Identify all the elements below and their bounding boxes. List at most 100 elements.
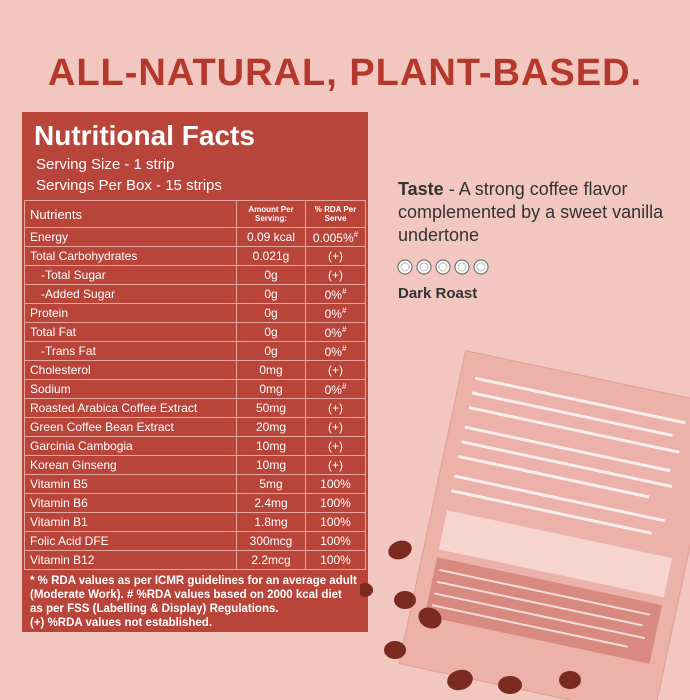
- table-row: Cholesterol 0mg (+): [24, 360, 366, 380]
- rda-mark: #: [341, 324, 347, 334]
- rda-cell: 0%#: [305, 341, 366, 361]
- table-row: Energy 0.09 kcal 0.005%#: [24, 227, 366, 247]
- amount: 0g: [236, 284, 306, 304]
- rda-cell: 0%#: [305, 303, 366, 323]
- nutrient-name: -Total Sugar: [24, 265, 237, 285]
- nutrient-name: Sodium: [24, 379, 237, 399]
- rda-cell: 0%#: [305, 322, 366, 342]
- table-row: Garcinia Cambogia 10mg (+): [24, 436, 366, 456]
- rda-cell: (+): [305, 455, 366, 475]
- table-row: Vitamin B1 1.8mg 100%: [24, 512, 366, 532]
- rda: (+): [328, 268, 343, 282]
- rda-cell: 100%: [305, 531, 366, 551]
- rda: 0%: [324, 382, 342, 397]
- nutrient-name: -Trans Fat: [24, 341, 237, 361]
- table-row: Total Carbohydrates 0.021g (+): [24, 246, 366, 266]
- nutrient-name: Roasted Arabica Coffee Extract: [24, 398, 237, 418]
- nutrient-name: Protein: [24, 303, 237, 323]
- rda-cell: (+): [305, 436, 366, 456]
- nutrition-panel: Nutritional Facts Serving Size - 1 strip…: [22, 112, 368, 632]
- nutrient-name: Vitamin B5: [24, 474, 237, 494]
- rda-mark: #: [341, 286, 347, 296]
- amount: 0.09 kcal: [236, 227, 306, 247]
- rda-mark: #: [341, 343, 347, 353]
- product-illustration: [360, 350, 690, 700]
- rda: (+): [328, 439, 343, 453]
- table-row: Total Fat 0g 0%#: [24, 322, 366, 342]
- nutrient-name: Energy: [24, 227, 237, 247]
- table-row: Korean Ginseng 10mg (+): [24, 455, 366, 475]
- rda-cell: 100%: [305, 474, 366, 494]
- rda: (+): [328, 249, 343, 263]
- header-cell: % RDA Per Serve: [305, 200, 366, 228]
- amount: 10mg: [236, 455, 306, 475]
- table-row: -Trans Fat 0g 0%#: [24, 341, 366, 361]
- footnote-line: (Moderate Work). # %RDA values based on …: [30, 589, 342, 601]
- footnote-line: as per FSS (Labelling & Display) Regulat…: [30, 603, 279, 615]
- rda: (+): [328, 401, 343, 415]
- rda: 0%: [324, 344, 342, 359]
- rda: (+): [328, 363, 343, 377]
- nutrient-name: Korean Ginseng: [24, 455, 237, 475]
- headline: ALL-NATURAL, PLANT-BASED.: [47, 52, 643, 94]
- table-row: Roasted Arabica Coffee Extract 50mg (+): [24, 398, 366, 418]
- rda-cell: (+): [305, 398, 366, 418]
- amount: 300mcg: [236, 531, 306, 551]
- nutrition-table: Nutrients Amount Per Serving: % RDA Per …: [24, 200, 366, 570]
- amount: 10mg: [236, 436, 306, 456]
- amount: 2.2mcg: [236, 550, 306, 570]
- table-row: -Total Sugar 0g (+): [24, 265, 366, 285]
- rda-cell: (+): [305, 360, 366, 380]
- rda: 0.005%: [312, 230, 354, 245]
- panel-title: Nutritional Facts: [34, 120, 255, 151]
- rda-cell: 100%: [305, 512, 366, 532]
- amount: 0g: [236, 341, 306, 361]
- table-row: Green Coffee Bean Extract 20mg (+): [24, 417, 366, 437]
- rda: 100%: [320, 477, 351, 491]
- amount: 0.021g: [236, 246, 306, 266]
- rda: 100%: [320, 496, 351, 510]
- table-row: Vitamin B12 2.2mcg 100%: [24, 550, 366, 570]
- rda-mark: #: [341, 305, 347, 315]
- table-row: Vitamin B5 5mg 100%: [24, 474, 366, 494]
- table-row: -Added Sugar 0g 0%#: [24, 284, 366, 304]
- amount: 1.8mg: [236, 512, 306, 532]
- amount: 0g: [236, 303, 306, 323]
- rda: 100%: [320, 553, 351, 567]
- amount: 0g: [236, 322, 306, 342]
- nutrient-name: Vitamin B12: [24, 550, 237, 570]
- roast-label: Dark Roast: [398, 285, 478, 302]
- rda: 0%: [324, 325, 342, 340]
- nutrient-name: Green Coffee Bean Extract: [24, 417, 237, 437]
- rda-mark: #: [353, 229, 359, 239]
- nutrient-name: Vitamin B1: [24, 512, 237, 532]
- rda-cell: 0%#: [305, 284, 366, 304]
- rating-dots: [397, 259, 489, 275]
- rda-cell: (+): [305, 246, 366, 266]
- rda-cell: 0.005%#: [305, 227, 366, 247]
- amount: 2.4mg: [236, 493, 306, 513]
- amount: 0mg: [236, 379, 306, 399]
- rda-cell: 0%#: [305, 379, 366, 399]
- amount: 20mg: [236, 417, 306, 437]
- rda: (+): [328, 420, 343, 434]
- table-row: Protein 0g 0%#: [24, 303, 366, 323]
- rda: 0%: [324, 287, 342, 302]
- rda-cell: 100%: [305, 550, 366, 570]
- rda-mark: #: [341, 381, 347, 391]
- rda: 100%: [320, 515, 351, 529]
- taste-label: Taste: [398, 179, 444, 199]
- rda-cell: 100%: [305, 493, 366, 513]
- nutrient-name: Folic Acid DFE: [24, 531, 237, 551]
- amount: 50mg: [236, 398, 306, 418]
- amount: 0g: [236, 265, 306, 285]
- amount: 5mg: [236, 474, 306, 494]
- rda: 0%: [324, 306, 342, 321]
- nutrient-name: Cholesterol: [24, 360, 237, 380]
- table-row: Vitamin B6 2.4mg 100%: [24, 493, 366, 513]
- taste-text: - A strong coffee flavor complemented by…: [398, 179, 664, 245]
- footnote-line: (+) %RDA values not established.: [30, 617, 213, 629]
- taste: Taste - A strong coffee flavor complemen…: [398, 178, 688, 247]
- nutrient-name: Total Fat: [24, 322, 237, 342]
